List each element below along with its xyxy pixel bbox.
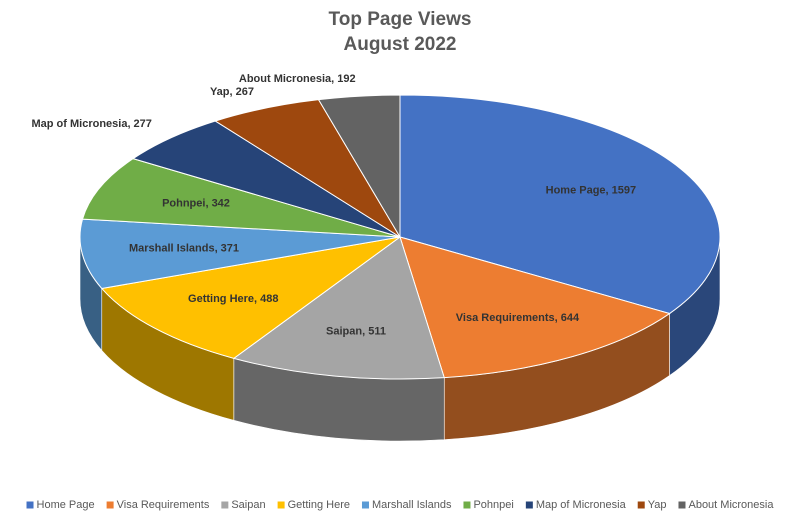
slice (81, 158, 401, 238)
slice (100, 236, 401, 359)
legend-marker (221, 501, 229, 509)
legend-label: Marshall Islands (372, 499, 452, 511)
data-label: Pohnpei, 342 (162, 197, 230, 209)
legend-marker (106, 501, 114, 509)
slice (317, 94, 401, 239)
data-label: Getting Here, 488 (188, 293, 278, 305)
legend: Home Page Visa Requirements Saipan Getting … (26, 499, 774, 511)
legend-label: Getting Here (288, 499, 350, 511)
legend-marker (277, 501, 285, 509)
data-label: About Micronesia, 192 (239, 73, 356, 85)
data-label: Yap, 267 (210, 86, 254, 98)
legend-marker (525, 501, 533, 509)
data-label: Marshall Islands, 371 (129, 243, 239, 255)
legend-marker (637, 501, 645, 509)
legend-marker (463, 501, 471, 509)
legend-label: Saipan (231, 499, 265, 511)
chart-subtitle: August 2022 (344, 34, 457, 55)
legend-label: Map of Micronesia (536, 499, 627, 511)
data-label: Visa Requirements, 644 (456, 312, 580, 324)
legend-marker (26, 501, 34, 509)
slice (399, 236, 671, 379)
legend-marker (678, 501, 686, 509)
data-label: Saipan, 511 (326, 325, 386, 337)
legend-label: Home Page (37, 499, 95, 511)
legend-label: Yap (648, 499, 667, 511)
legend-marker (361, 501, 369, 509)
slice (399, 94, 721, 315)
data-label: Home Page, 1597 (546, 185, 637, 197)
legend-label: Visa Requirements (117, 499, 210, 511)
legend-label: About Micronesia (688, 499, 774, 511)
chart-title: Top Page Views (329, 9, 472, 30)
slice (232, 236, 445, 380)
data-label: Map of Micronesia, 277 (31, 118, 151, 130)
legend-label: Pohnpei (473, 499, 513, 511)
slice (79, 218, 401, 290)
